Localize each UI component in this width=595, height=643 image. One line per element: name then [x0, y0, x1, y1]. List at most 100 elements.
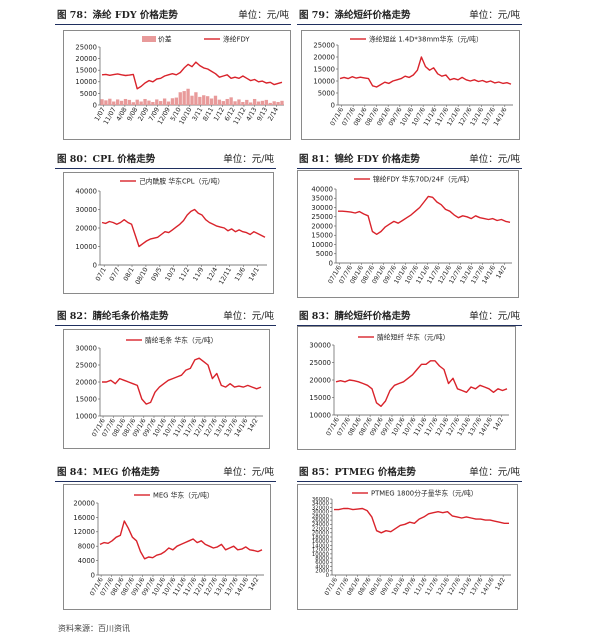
bar	[119, 100, 124, 105]
chart-header-c83: 图 83：腈纶短纤价格走势 单位：元/吨	[297, 307, 522, 326]
x-tick-label: 14/2	[247, 417, 260, 433]
bar	[135, 99, 139, 105]
bar	[186, 88, 190, 105]
bar	[260, 100, 265, 105]
y-tick-label: 20000	[313, 53, 335, 61]
bar	[104, 100, 108, 105]
y-tick-label: 30000	[311, 204, 333, 212]
chart-title-c79: 图 79：涤纶短纤价格走势	[299, 10, 411, 21]
bar	[182, 91, 186, 105]
y-tick-label: 6000	[315, 560, 329, 566]
y-tick-label: 10000	[75, 243, 97, 251]
y-tick-label: 0	[91, 571, 95, 579]
y-tick-label: 14000	[312, 543, 330, 549]
x-tick-label: 10/3	[163, 266, 177, 282]
chart-svg-c85: 0200040006000800010000120001400016000180…	[312, 489, 511, 597]
y-tick-label: 2000	[315, 569, 329, 575]
chart-unit-c78: 单位：元/吨	[238, 10, 289, 21]
y-tick-label: 10000	[312, 552, 330, 558]
series-line	[102, 357, 262, 405]
bar	[276, 101, 280, 105]
bar	[229, 97, 233, 105]
chart-svg-c84: 04000800012000160002000007/1/607/7/608/1…	[73, 491, 264, 597]
chart-title-c82: 图 82：腈纶毛条价格走势	[57, 311, 169, 322]
y-tick-label: 10000	[75, 78, 97, 86]
y-tick-label: 0	[331, 101, 335, 109]
chart-c82: 10000 15000 20000 25000 30000 07/1/6 07/7/6 08/…	[63, 329, 270, 449]
series-line	[101, 208, 266, 248]
y-tick-label: 25000	[75, 43, 97, 51]
y-tick-label: 24000	[312, 522, 330, 528]
y-tick-label: 0	[93, 101, 97, 109]
chart-title-c85: 图 85：PTMEG 价格走势	[299, 467, 416, 478]
bar	[162, 98, 167, 105]
y-tick-label: 20000	[75, 224, 97, 232]
bar	[268, 102, 272, 105]
chart-title-c80: 图 80：CPL 价格走势	[57, 154, 156, 165]
bar	[225, 98, 229, 105]
bar	[198, 96, 202, 105]
bar	[241, 101, 245, 105]
y-tick-label: 25000	[309, 359, 331, 367]
x-tick-label: 14/2	[494, 576, 507, 591]
series-line	[335, 360, 508, 408]
bar	[147, 100, 151, 105]
bar	[143, 98, 147, 105]
chart-header-c84: 图 84：MEG 价格走势 单位：元/吨	[55, 463, 276, 482]
y-tick-label: 35000	[311, 195, 333, 203]
x-tick-label: 14/2	[247, 576, 260, 592]
y-tick-label: 12000	[312, 548, 330, 554]
legend-label: MEG 华东（元/吨）	[153, 491, 214, 500]
chart-title-c81: 图 81：锦纶 FDY 价格走势	[299, 154, 420, 165]
bar	[123, 98, 128, 105]
x-tick-label: 08/10	[134, 266, 150, 286]
x-tick-label: 14/1	[247, 266, 261, 282]
x-tick-label: 07/7	[108, 266, 122, 282]
series-line	[334, 507, 509, 534]
bar	[272, 101, 276, 105]
bar	[256, 101, 261, 105]
series-line	[338, 195, 511, 235]
chart-svg-c82: 100001500020000250003000007/1/607/7/608/…	[75, 336, 263, 438]
bar	[237, 99, 241, 105]
bar	[233, 101, 237, 105]
chart-svg-c83: 100001500020000250003000007/1/607/7/608/…	[309, 333, 509, 437]
y-tick-label: 22000	[312, 526, 330, 532]
y-tick-label: 5000	[318, 89, 335, 97]
chart-unit-c85: 单位：元/吨	[469, 467, 520, 478]
bar	[221, 101, 225, 105]
bar	[127, 99, 132, 105]
bar	[280, 100, 284, 105]
bar	[209, 98, 214, 105]
chart-svg-c78: 05000100001500020000250001/0711/074/089/…	[75, 35, 284, 126]
bar	[245, 99, 249, 105]
bar	[112, 101, 116, 105]
bar	[159, 101, 163, 105]
series-line	[101, 61, 283, 90]
y-tick-label: 4000	[315, 564, 329, 570]
y-tick-label: 20000	[75, 378, 97, 386]
chart-c85: 0 2000 4000 6000 8000 10000 12000 14000 16000 180…	[297, 484, 518, 610]
y-tick-label: 40000	[311, 185, 333, 193]
bar	[174, 97, 179, 105]
chart-unit-c81: 单位：元/吨	[469, 154, 520, 165]
legend-label: 涤纶FDY	[223, 35, 250, 44]
y-tick-label: 20000	[75, 55, 97, 63]
bar	[178, 92, 182, 105]
bar	[202, 95, 206, 105]
bar	[205, 96, 210, 105]
y-tick-label: 15000	[75, 67, 97, 75]
chart-unit-c79: 单位：元/吨	[469, 10, 520, 21]
legend-label: 锦纶FDY 华东70D/24F（元/吨）	[373, 175, 473, 184]
x-tick-label: 11/2	[177, 266, 191, 282]
y-tick-label: 36000	[312, 497, 330, 503]
chart-unit-c83: 单位：元/吨	[469, 311, 520, 322]
bar	[115, 99, 120, 105]
legend-label: 腈纶毛条 华东（元/吨）	[145, 336, 217, 345]
series-line	[339, 56, 512, 88]
chart-header-c85: 图 85：PTMEG 价格走势 单位：元/吨	[297, 463, 522, 482]
y-tick-label: 32000	[312, 505, 330, 511]
y-tick-label: 30000	[75, 206, 97, 214]
legend-label: 价差	[158, 35, 172, 44]
chart-header-c79: 图 79：涤纶短纤价格走势 单位：元/吨	[297, 6, 522, 25]
